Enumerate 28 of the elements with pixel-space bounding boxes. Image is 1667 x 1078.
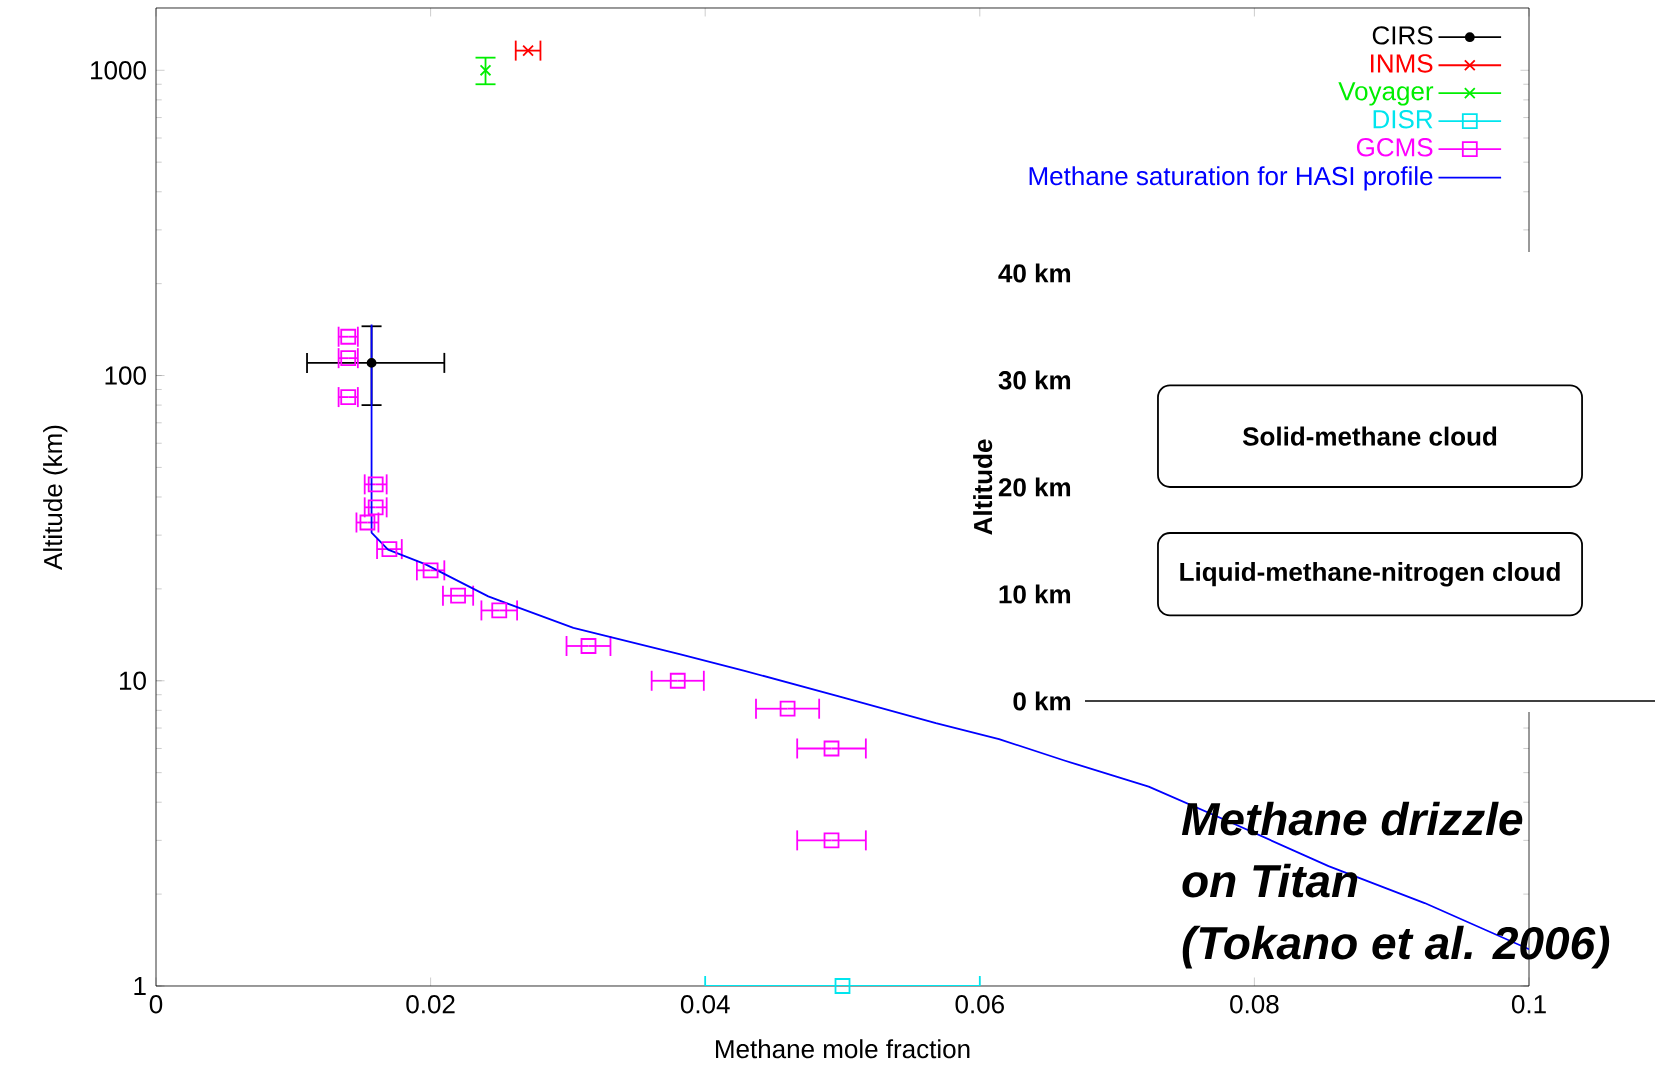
series-label: Liquid-methane-nitrogen cloud xyxy=(1180,562,1560,587)
legend-label: Methane saturation for HASI profile xyxy=(1029,166,1433,191)
y-axis-title: Altitude xyxy=(973,439,993,535)
x-tick-label: 0.06 xyxy=(955,995,1004,1014)
annotation: on Titan xyxy=(1182,863,1358,898)
x-tick-label: 0.1 xyxy=(1511,995,1546,1014)
x-tick-label: 0.08 xyxy=(1230,995,1279,1014)
x-tick-label: 0.02 xyxy=(406,995,455,1014)
annotation: (Tokano et al. 2006) xyxy=(1182,925,1610,969)
y-tick-label: 10 km xyxy=(999,584,1071,604)
x-axis-title: Methane mole fraction xyxy=(716,1039,970,1059)
y-tick-label: 0 km xyxy=(1013,691,1071,711)
legend-label: Voyager xyxy=(1338,82,1434,106)
x-tick-label: 0 xyxy=(149,995,163,1014)
y-tick-label: 40 km xyxy=(998,263,1071,283)
y-tick-label: 20 km xyxy=(998,477,1071,497)
x-tick-label: 0.04 xyxy=(680,995,730,1014)
y-axis-title: Altitude (km) xyxy=(43,425,68,570)
series-label: Solid-methane cloud xyxy=(1242,426,1497,446)
y-tick-label: 1000 xyxy=(91,61,146,80)
y-tick-label: 30 km xyxy=(998,370,1071,390)
legend-label: INMS xyxy=(1371,54,1433,73)
y-tick-label: 100 xyxy=(105,366,146,385)
legend-label: GCMS xyxy=(1356,138,1433,157)
y-tick-label: 1 xyxy=(134,977,146,995)
y-tick-label: 10 xyxy=(119,671,146,690)
legend-label: DISR xyxy=(1373,110,1433,129)
legend-label: CIRS xyxy=(1372,26,1433,45)
